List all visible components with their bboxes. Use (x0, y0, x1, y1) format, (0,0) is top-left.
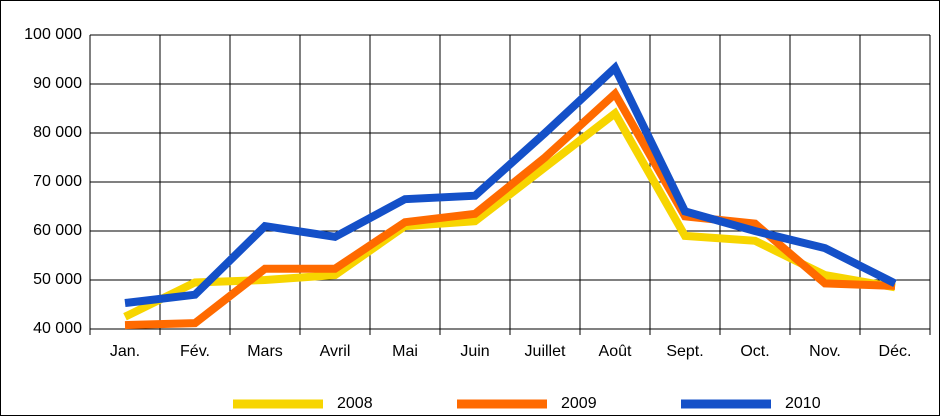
x-tick-label: Sept. (666, 343, 703, 360)
y-tick-label: 70 000 (33, 173, 82, 190)
x-tick-label: Fév. (180, 343, 210, 360)
line-series (124, 61, 897, 308)
y-tick-label: 40 000 (33, 320, 82, 337)
y-tick-label: 50 000 (33, 271, 82, 288)
legend-label: 2009 (561, 395, 597, 412)
y-tick-label: 80 000 (33, 124, 82, 141)
y-tick-label: 100 000 (24, 26, 82, 43)
x-tick-label: Mars (247, 343, 283, 360)
x-tick-label: Déc. (879, 343, 912, 360)
y-tick-label: 90 000 (33, 75, 82, 92)
legend-label: 2008 (337, 395, 373, 412)
x-tick-label: Mai (392, 343, 418, 360)
legend-label: 2010 (785, 395, 821, 412)
x-tick-label: Juillet (525, 343, 566, 360)
y-tick-label: 60 000 (33, 222, 82, 239)
x-tick-label: Août (599, 343, 632, 360)
x-tick-label: Oct. (740, 343, 769, 360)
x-tick-label: Juin (460, 343, 489, 360)
x-tick-label: Avril (320, 343, 351, 360)
x-tick-label: Jan. (110, 343, 140, 360)
x-tick-label: Nov. (809, 343, 841, 360)
